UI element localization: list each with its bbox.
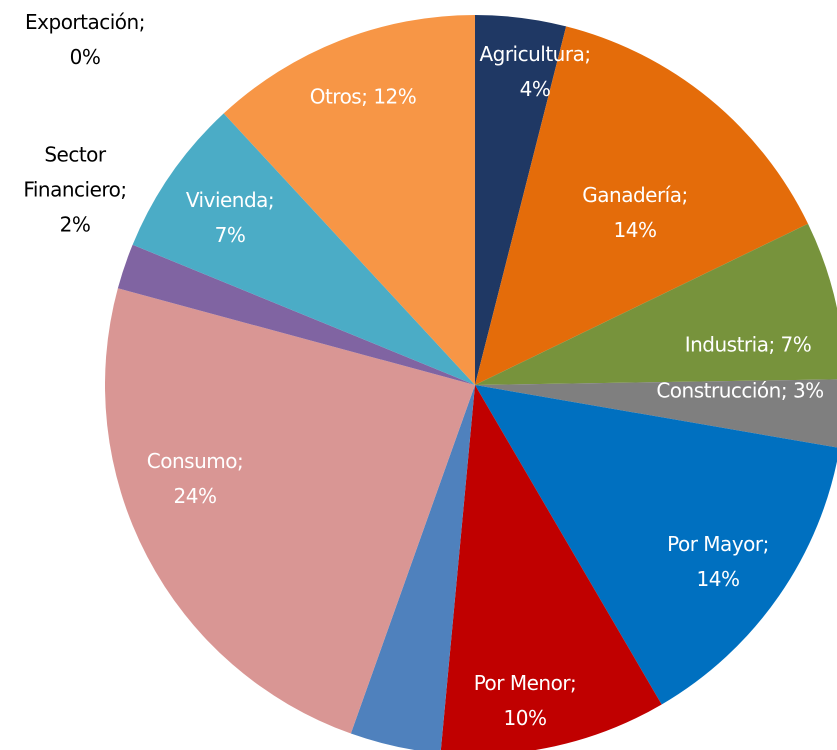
category-label: Ganadería;	[582, 183, 688, 207]
pie-slice	[475, 379, 837, 448]
pie-slice	[475, 15, 567, 385]
pie-slice	[223, 15, 475, 385]
data-label: Exportación; 0%	[10, 5, 160, 75]
category-label: Agricultura;	[479, 42, 591, 66]
value-label: 24%	[173, 484, 217, 508]
pie-slice	[105, 288, 475, 734]
pie-slice	[350, 385, 475, 750]
value-label: 4%	[519, 77, 551, 101]
pie-slice	[117, 244, 475, 385]
pie-slice	[132, 113, 475, 385]
category-label: Por Mayor;	[667, 532, 769, 556]
data-label: Consumo; 24%	[130, 444, 260, 514]
value-label: 2%	[59, 212, 91, 237]
value-label: 7%	[780, 332, 812, 357]
value-label: 3%	[792, 378, 824, 403]
data-label: Por Mayor; 14%	[643, 527, 793, 597]
pie-slice	[440, 385, 662, 750]
pie-slice	[475, 26, 809, 386]
data-label: Ganadería; 14%	[570, 178, 700, 248]
category-label: Vivienda;	[185, 188, 275, 212]
category-label: Consumo;	[146, 449, 244, 473]
data-label: Vivienda; 7%	[175, 183, 285, 253]
value-label: 0%	[69, 45, 101, 69]
category-label: Exportación;	[25, 10, 145, 34]
data-label: Otros; 12%	[263, 80, 463, 115]
data-label: Por Menor; 10%	[450, 666, 600, 736]
category-label: Industria;	[684, 332, 775, 357]
data-label: Agricultura; 4%	[470, 37, 600, 107]
pie-slice	[475, 223, 837, 385]
value-label: 10%	[503, 706, 547, 730]
category-label: Otros;	[309, 84, 368, 109]
category-label: Construcción;	[656, 378, 788, 403]
value-label: 14%	[613, 218, 657, 242]
data-label: Industria; 7%	[648, 328, 837, 363]
data-label: Sector Financiero; 2%	[20, 138, 130, 243]
value-label: 7%	[214, 223, 246, 247]
value-label: 12%	[373, 84, 417, 109]
pie-slice	[475, 385, 837, 705]
category-label: Sector Financiero;	[23, 142, 127, 202]
category-label: Por Menor;	[473, 671, 577, 695]
value-label: 14%	[696, 567, 740, 591]
data-label: Construcción; 3%	[655, 374, 825, 409]
